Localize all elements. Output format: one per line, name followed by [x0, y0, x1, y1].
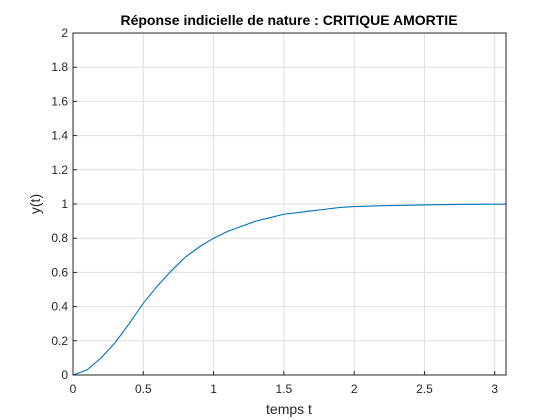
- y-tick-label: 0.4: [51, 300, 68, 314]
- y-tick-label: 0.6: [51, 265, 68, 279]
- x-tick-label: 0: [70, 382, 77, 396]
- x-tick-label: 0.5: [135, 382, 152, 396]
- y-tick-label: 1.2: [51, 163, 68, 177]
- x-axis-label: temps t: [266, 401, 312, 417]
- y-tick-labels: 0 0.2 0.4 0.6 0.8 1 1.2 1.4 1.6 1.8 2: [51, 26, 77, 382]
- chart-title: Réponse indicielle de nature : CRITIQUE …: [120, 12, 457, 28]
- y-tick-label: 0: [61, 368, 68, 382]
- y-tick-label: 1.4: [51, 129, 68, 143]
- y-tick-label: 1.8: [51, 60, 68, 74]
- x-tick-label: 1: [210, 382, 217, 396]
- grid-lines: [72, 32, 506, 376]
- y-tick-label: 1.6: [51, 94, 68, 108]
- x-tick-label: 2: [351, 382, 358, 396]
- series-line-0: [72, 203, 506, 376]
- x-tick-labels: 0 0.5 1 1.5 2 2.5 3: [70, 371, 498, 396]
- y-tick-label: 2: [61, 26, 68, 40]
- y-axis-label: y(t): [27, 194, 43, 214]
- y-tick-label: 0.8: [51, 231, 68, 245]
- x-tick-label: 1.5: [276, 382, 293, 396]
- plot-series: [72, 203, 506, 376]
- x-tick-label: 2.5: [416, 382, 433, 396]
- y-tick-label: 1: [61, 197, 68, 211]
- x-tick-label: 3: [491, 382, 498, 396]
- y-tick-label: 0.2: [51, 334, 68, 348]
